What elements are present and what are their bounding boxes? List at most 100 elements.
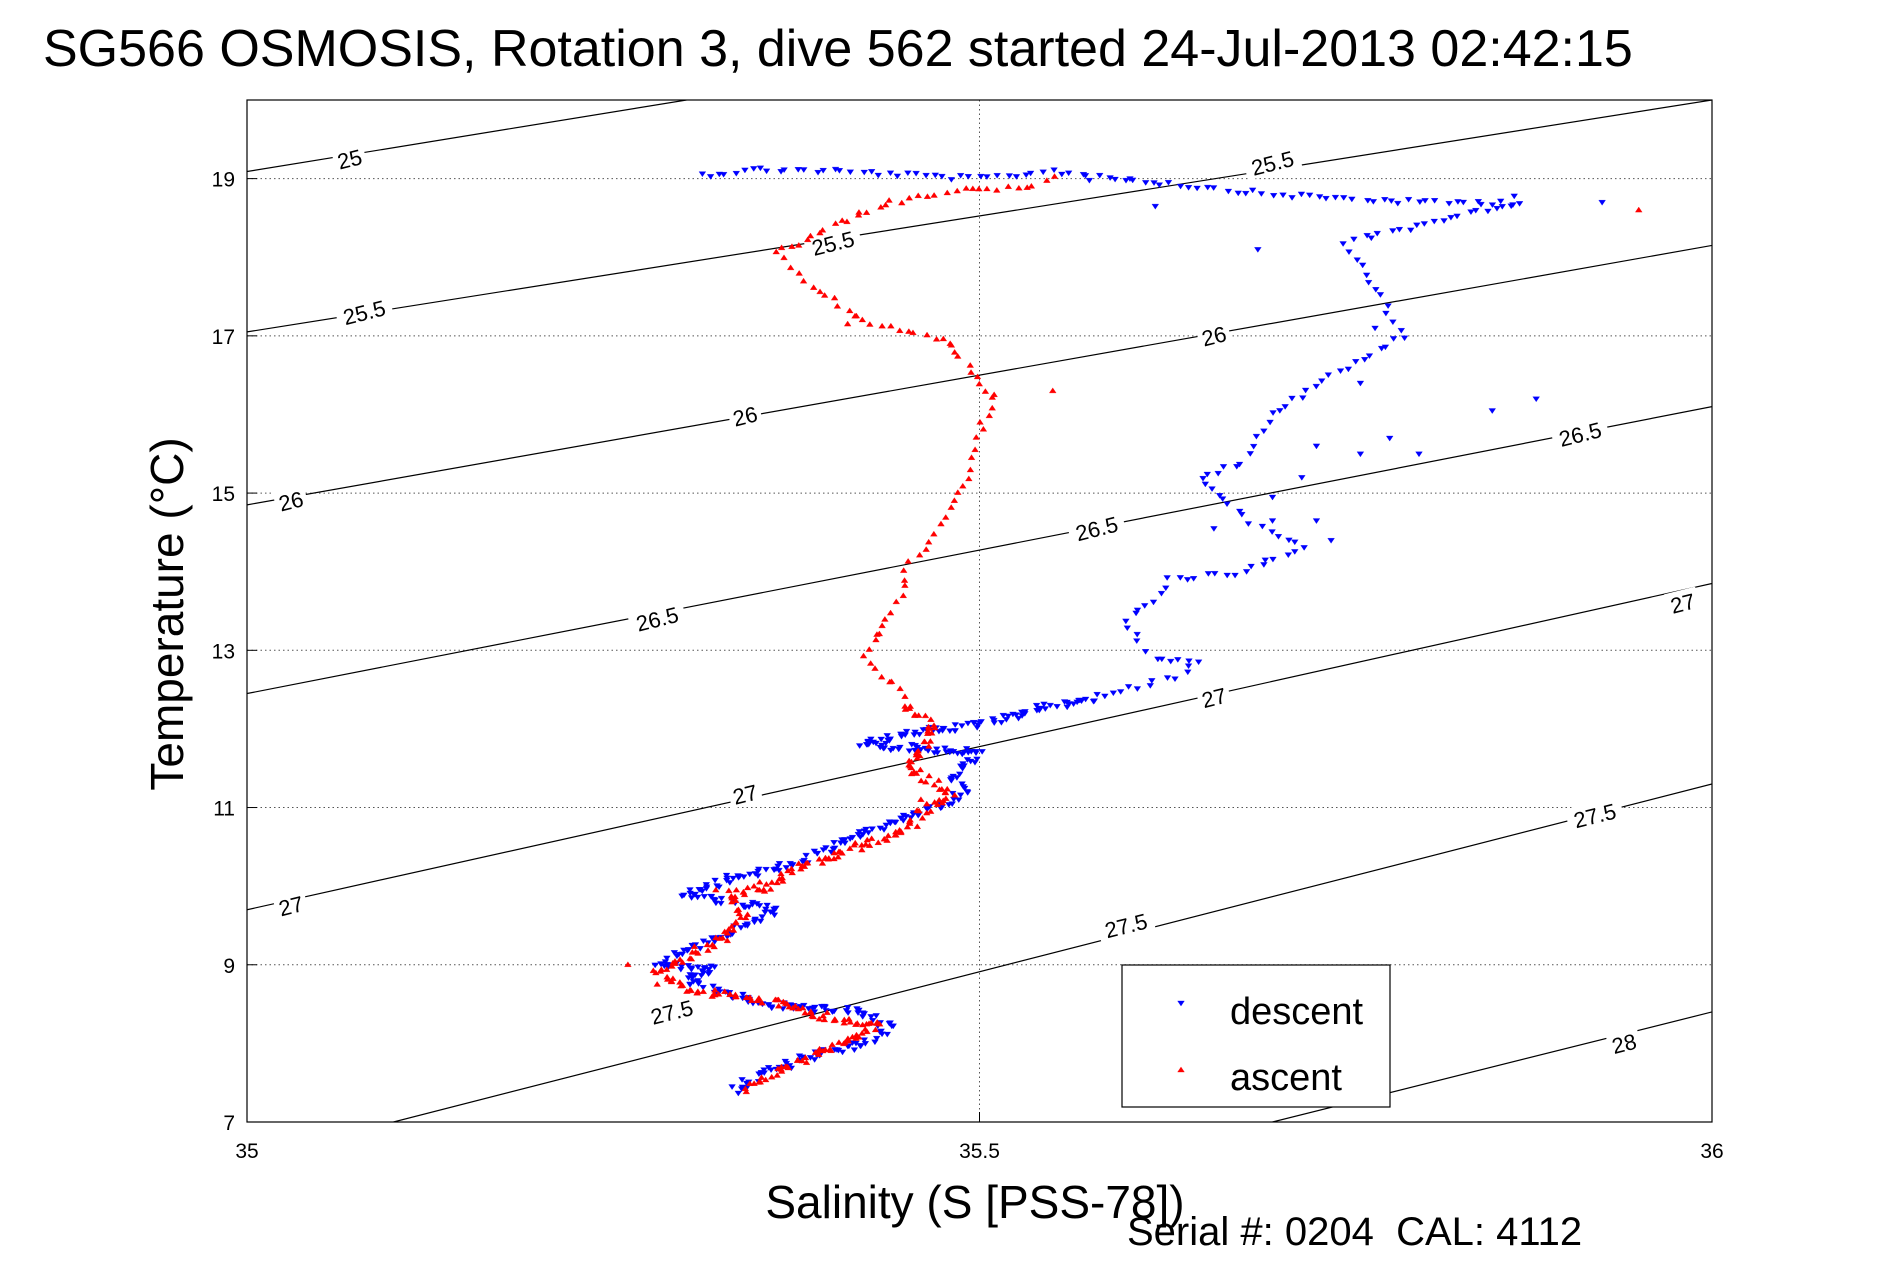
descent-point [709, 983, 717, 990]
ascent-point [983, 185, 991, 192]
ascent-point [923, 809, 931, 816]
ascent-point [906, 820, 914, 826]
descent-point [678, 893, 686, 900]
descent-point [880, 745, 889, 751]
ascent-point [820, 1016, 829, 1023]
ascent-point [915, 551, 924, 558]
ascent-point [830, 294, 839, 301]
descent-point [684, 975, 693, 981]
descent-point [1060, 699, 1069, 705]
ascent-point [990, 391, 998, 397]
descent-point [1081, 173, 1090, 179]
descent-point [770, 867, 778, 873]
descent-point [1331, 194, 1340, 201]
ascent-point [975, 185, 983, 192]
descent-point [1164, 180, 1173, 186]
ascent-point [721, 988, 729, 994]
descent-point [1201, 481, 1210, 488]
ascent-point [663, 966, 671, 972]
descent-point [1254, 247, 1262, 253]
descent-point [1231, 572, 1239, 579]
descent-point [955, 797, 963, 803]
ascent-point [845, 1015, 853, 1022]
descent-point [1203, 471, 1211, 478]
descent-point [1248, 187, 1257, 194]
descent-point [913, 744, 922, 751]
descent-point [1162, 585, 1170, 592]
descent-point [780, 167, 788, 173]
descent-point [867, 1014, 875, 1020]
descent-point [687, 965, 696, 972]
descent-point [846, 169, 855, 176]
descent-point [997, 720, 1006, 726]
descent-point [756, 918, 765, 925]
descent-point [1163, 575, 1171, 581]
descent-point [1233, 464, 1241, 470]
ascent-point [791, 1002, 799, 1009]
descent-point [705, 966, 713, 973]
ascent-point [723, 937, 732, 944]
ascent-point [866, 321, 874, 327]
descent-point [1101, 693, 1109, 700]
contour-label-bg [1549, 414, 1610, 452]
descent-point [846, 836, 854, 842]
descent-point [947, 778, 956, 784]
ascent-point [846, 1019, 854, 1025]
ascent-point [942, 795, 950, 801]
descent-point [1268, 518, 1277, 524]
contour-label-bg [1664, 586, 1701, 618]
ascent-point [773, 879, 781, 886]
descent-point [1498, 204, 1506, 210]
descent-point [978, 749, 986, 755]
ascent-point [794, 1005, 803, 1012]
descent-point [872, 1035, 881, 1042]
contour-label: 27 [730, 780, 760, 810]
ascent-point [922, 546, 930, 552]
descent-point [946, 749, 954, 756]
contour-label: 27.5 [648, 995, 696, 1030]
descent-point [1356, 451, 1365, 458]
ascent-point [931, 724, 939, 731]
descent-point [830, 1008, 838, 1015]
descent-point [1284, 552, 1292, 558]
descent-point [902, 728, 911, 735]
ascent-point [942, 514, 950, 520]
ascent-point [871, 665, 879, 671]
descent-point [1345, 249, 1353, 255]
descent-point [905, 748, 914, 755]
descent-point [1279, 192, 1287, 199]
ascent-point [904, 558, 912, 564]
ascent-point [725, 887, 733, 893]
descent-point [860, 828, 869, 834]
ascent-point [930, 781, 939, 788]
ascent-point [903, 823, 912, 830]
descent-point [1122, 618, 1130, 625]
descent-point [748, 902, 757, 908]
descent-point [1266, 419, 1274, 426]
descent-point [1133, 607, 1142, 614]
descent-point [902, 814, 910, 820]
descent-point [696, 887, 705, 893]
descent-point [1151, 203, 1159, 210]
contour-label: 26.5 [634, 602, 682, 637]
descent-point [1124, 684, 1133, 690]
descent-point [1141, 603, 1149, 609]
descent-point [1146, 683, 1154, 689]
descent-point [1122, 177, 1130, 184]
ascent-point [761, 1076, 770, 1083]
descent-point [857, 1043, 865, 1050]
descent-point [904, 170, 912, 177]
ascent-point [981, 388, 990, 394]
descent-point [874, 172, 882, 179]
ascent-point [901, 582, 909, 588]
descent-point [1372, 287, 1380, 293]
ascent-point [976, 419, 984, 425]
descent-point [842, 1008, 851, 1014]
descent-point [1300, 545, 1308, 551]
ascent-point [816, 288, 824, 295]
descent-point [941, 745, 949, 752]
descent-point [799, 859, 807, 865]
descent-point [956, 771, 964, 778]
descent-point [1291, 539, 1299, 546]
